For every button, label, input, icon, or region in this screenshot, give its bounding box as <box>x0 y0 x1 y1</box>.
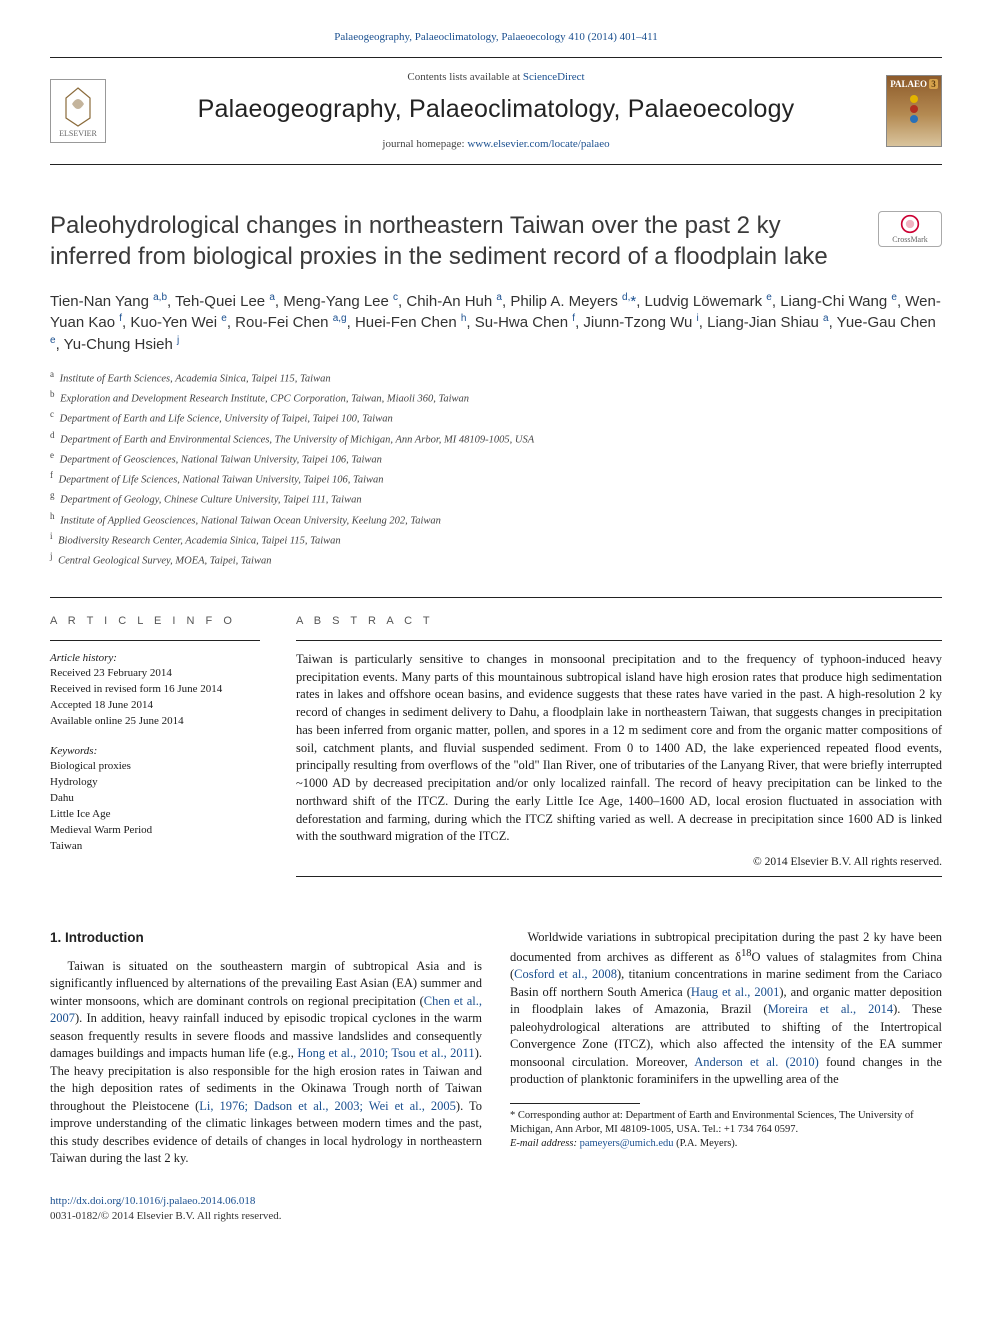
keywords-list: Biological proxiesHydrologyDahuLittle Ic… <box>50 759 260 855</box>
body-columns: 1. Introduction Taiwan is situated on th… <box>50 929 942 1168</box>
doi-link[interactable]: http://dx.doi.org/10.1016/j.palaeo.2014.… <box>50 1195 255 1207</box>
article-title: Paleohydrological changes in northeaster… <box>50 211 858 272</box>
body-text: Taiwan is situated on the southeastern m… <box>50 959 482 1008</box>
abstract-column: A B S T R A C T Taiwan is particularly s… <box>296 598 942 887</box>
keyword-item: Taiwan <box>50 839 260 855</box>
history-item: Accepted 18 June 2014 <box>50 698 260 714</box>
citation-link[interactable]: Anderson et al. (2010) <box>694 1055 819 1069</box>
publisher-name: ELSEVIER <box>59 128 97 139</box>
body-paragraph: Taiwan is situated on the southeastern m… <box>50 958 482 1168</box>
affiliation-item: f Department of Life Sciences, National … <box>50 469 942 488</box>
article-info-column: A R T I C L E I N F O Article history: R… <box>50 598 260 887</box>
history-label: Article history: <box>50 651 260 666</box>
crossmark-label: CrossMark <box>892 234 928 245</box>
citation-link[interactable]: Hong et al., 2010; Tsou et al., 2011 <box>297 1046 474 1060</box>
rule <box>296 640 942 641</box>
corresponding-author-footnote: * Corresponding author at: Department of… <box>510 1109 942 1152</box>
rule <box>296 876 942 877</box>
history-item: Received 23 February 2014 <box>50 666 260 682</box>
journal-cover-thumb: PALAEO 3 <box>886 75 942 147</box>
author-email-link[interactable]: pameyers@umich.edu <box>580 1138 674 1149</box>
rule <box>50 640 260 641</box>
affiliation-item: b Exploration and Development Research I… <box>50 388 942 407</box>
affiliation-item: d Department of Earth and Environmental … <box>50 429 942 448</box>
history-item: Received in revised form 16 June 2014 <box>50 682 260 698</box>
citation-link[interactable]: Cosford et al., 2008 <box>514 967 617 981</box>
affiliation-item: h Institute of Applied Geosciences, Nati… <box>50 510 942 529</box>
body-paragraph: Worldwide variations in subtropical prec… <box>510 929 942 1089</box>
cover-dot <box>910 105 918 113</box>
cover-issue: 3 <box>929 79 938 89</box>
journal-home-link[interactable]: www.elsevier.com/locate/palaeo <box>467 138 609 150</box>
history-item: Available online 25 June 2014 <box>50 714 260 730</box>
footnote-separator <box>510 1103 640 1104</box>
affiliation-item: j Central Geological Survey, MOEA, Taipe… <box>50 550 942 569</box>
cover-title: PALAEO <box>890 79 927 89</box>
citation-link[interactable]: Haug et al., 2001 <box>691 985 779 999</box>
affiliation-item: i Biodiversity Research Center, Academia… <box>50 530 942 549</box>
citation-link[interactable]: Moreira et al., 2014 <box>768 1002 894 1016</box>
keyword-item: Hydrology <box>50 775 260 791</box>
crossmark-badge[interactable]: CrossMark <box>878 211 942 247</box>
email-attribution: (P.A. Meyers). <box>676 1138 737 1149</box>
superscript: 18 <box>741 948 751 959</box>
issn-copyright: 0031-0182/© 2014 Elsevier B.V. All right… <box>50 1210 282 1222</box>
journal-name: Palaeogeography, Palaeoclimatology, Pala… <box>124 92 868 127</box>
citation-link[interactable]: Li, 1976; Dadson et al., 2003; Wei et al… <box>199 1099 456 1113</box>
journal-home-label: journal homepage: <box>382 138 464 150</box>
cover-dots <box>910 95 918 123</box>
author-list: Tien-Nan Yang a,b, Teh-Quei Lee a, Meng-… <box>50 291 942 356</box>
affiliation-item: a Institute of Earth Sciences, Academia … <box>50 368 942 387</box>
abstract-text: Taiwan is particularly sensitive to chan… <box>296 651 942 846</box>
affiliations: a Institute of Earth Sciences, Academia … <box>50 368 942 570</box>
keyword-item: Biological proxies <box>50 759 260 775</box>
journal-home-line: journal homepage: www.elsevier.com/locat… <box>124 137 868 152</box>
cover-dot <box>910 115 918 123</box>
keyword-item: Medieval Warm Period <box>50 823 260 839</box>
keyword-item: Little Ice Age <box>50 807 260 823</box>
footnote-text: * Corresponding author at: Department of… <box>510 1109 942 1137</box>
history-list: Received 23 February 2014Received in rev… <box>50 666 260 730</box>
section-heading: 1. Introduction <box>50 929 482 948</box>
email-label: E-mail address: <box>510 1138 577 1149</box>
header-center: Contents lists available at ScienceDirec… <box>124 70 868 152</box>
sciencedirect-link[interactable]: ScienceDirect <box>523 71 585 83</box>
contents-list-line: Contents lists available at ScienceDirec… <box>124 70 868 85</box>
affiliation-item: c Department of Earth and Life Science, … <box>50 408 942 427</box>
affiliation-item: e Department of Geosciences, National Ta… <box>50 449 942 468</box>
elsevier-logo: ELSEVIER <box>50 79 106 143</box>
keywords-label: Keywords: <box>50 744 260 759</box>
abstract-copyright: © 2014 Elsevier B.V. All rights reserved… <box>296 854 942 870</box>
journal-header: ELSEVIER Contents lists available at Sci… <box>50 57 942 165</box>
abstract-label: A B S T R A C T <box>296 614 942 629</box>
contents-label: Contents lists available at <box>407 71 520 83</box>
keyword-item: Dahu <box>50 791 260 807</box>
journal-citation: Palaeogeography, Palaeoclimatology, Pala… <box>50 30 942 45</box>
article-info-label: A R T I C L E I N F O <box>50 614 260 629</box>
affiliation-item: g Department of Geology, Chinese Culture… <box>50 489 942 508</box>
cover-dot <box>910 95 918 103</box>
page-footer: http://dx.doi.org/10.1016/j.palaeo.2014.… <box>50 1194 942 1225</box>
journal-citation-link[interactable]: Palaeogeography, Palaeoclimatology, Pala… <box>334 31 658 43</box>
